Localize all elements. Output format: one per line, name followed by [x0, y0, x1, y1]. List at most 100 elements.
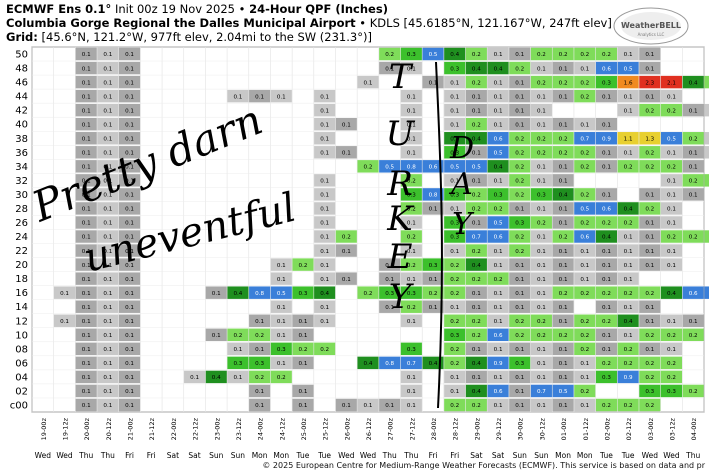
qpf-cell [314, 89, 336, 103]
qpf-cell [75, 160, 97, 173]
qpf-cell-label: 0.1 [125, 277, 134, 283]
qpf-cell-label: 0.2 [515, 193, 524, 199]
qpf-cell [270, 286, 292, 299]
qpf-cell [119, 89, 141, 103]
qpf-cell-label: 0.1 [624, 277, 633, 283]
qpf-cell-label: 0.1 [212, 291, 221, 297]
qpf-cell-label: 0.1 [212, 333, 221, 339]
qpf-cell-label: 0.1 [125, 150, 134, 156]
qpf-cell [487, 258, 509, 271]
qpf-cell-label: 0.4 [667, 291, 676, 297]
qpf-cell [444, 188, 466, 201]
qpf-cell [530, 230, 552, 243]
qpf-cell-label: 0.1 [103, 389, 112, 395]
qpf-cell [379, 61, 401, 75]
qpf-cell-label: 0.1 [125, 235, 134, 241]
qpf-cell [379, 272, 401, 285]
qpf-cell [53, 314, 76, 327]
qpf-cell [617, 272, 639, 285]
qpf-cell-label: 0.1 [342, 277, 351, 283]
qpf-cell [487, 286, 509, 299]
qpf-cell-label: 0.1 [580, 122, 589, 128]
qpf-cell-label: 0.2 [364, 165, 373, 171]
qpf-cell-label: 0.1 [602, 193, 611, 199]
qpf-cell [249, 314, 271, 327]
qpf-cell [660, 216, 683, 229]
qpf-cell [465, 188, 487, 201]
qpf-cell-label: 0.1 [515, 347, 524, 353]
qpf-cell [119, 272, 141, 285]
y-tick-label: 36 [15, 148, 28, 159]
qpf-cell-label: 0.1 [645, 52, 654, 58]
qpf-cell [509, 258, 531, 271]
qpf-cell [379, 356, 401, 370]
qpf-cell-label: 0.2 [407, 263, 416, 269]
qpf-cell [119, 146, 141, 159]
qpf-cell [530, 300, 552, 313]
qpf-cell-label: 0.2 [645, 375, 654, 381]
qpf-cell [487, 328, 509, 342]
qpf-cell [639, 244, 661, 257]
qpf-cell [682, 230, 704, 243]
qpf-cell-label: 0.1 [103, 333, 112, 339]
qpf-cell-label: 0.4 [624, 207, 633, 213]
qpf-cell-label: 0.6 [602, 207, 611, 213]
qpf-cell [487, 230, 509, 243]
qpf-cell [487, 300, 509, 313]
qpf-cell [119, 160, 141, 173]
qpf-cell [617, 356, 639, 370]
qpf-cell-label: 0.2 [624, 403, 633, 409]
qpf-cell [595, 47, 617, 61]
qpf-cell-label: 0.2 [472, 193, 481, 199]
qpf-cell [487, 370, 509, 384]
qpf-cell-label: 0.1 [602, 347, 611, 353]
x-tick-label: 23-12z [235, 417, 243, 440]
qpf-cell-label: 0.4 [689, 80, 698, 86]
qpf-cell-label: 0.1 [82, 291, 91, 297]
qpf-cell [574, 117, 596, 131]
qpf-cell-label: 0.1 [559, 221, 568, 227]
qpf-cell [75, 146, 97, 159]
qpf-cell-label: 0.1 [342, 150, 351, 156]
qpf-cell [552, 117, 574, 131]
qpf-cell [314, 258, 336, 271]
annotation-turkey-letter: T [389, 57, 414, 97]
qpf-cell-label: 0.1 [645, 249, 654, 255]
qpf-cell [487, 216, 509, 229]
qpf-cell [574, 89, 596, 103]
qpf-cell-label: 0.1 [515, 389, 524, 395]
qpf-cell-label: 0.1 [385, 305, 394, 311]
x-day-label: Sun [231, 451, 246, 460]
qpf-cell [75, 89, 97, 103]
qpf-cell [97, 132, 119, 145]
x-day-label: Sat [470, 451, 482, 460]
qpf-cell-label: 0.1 [407, 150, 416, 156]
qpf-cell [292, 258, 314, 271]
qpf-cell [75, 342, 97, 356]
qpf-cell [97, 342, 119, 356]
qpf-cell-label: 0.1 [385, 403, 394, 409]
chart-header-line1: ECMWF Ens 0.1° Init 00z 19 Nov 2025 • 24… [6, 2, 388, 16]
qpf-cell-label: 0.1 [60, 319, 69, 325]
qpf-cell-label: 0.1 [125, 319, 134, 325]
qpf-cell-label: 0.1 [472, 375, 481, 381]
qpf-cell-label: 0.2 [580, 319, 589, 325]
qpf-cell [249, 89, 271, 103]
qpf-cell [617, 286, 639, 299]
qpf-cell [227, 370, 249, 384]
qpf-cell-label: 0.4 [320, 291, 329, 297]
qpf-cell-label: 0.1 [60, 291, 69, 297]
qpf-cell [530, 61, 552, 75]
qpf-cell-label: 0.6 [494, 333, 503, 339]
product-name: 24-Hour QPF (Inches) [249, 2, 388, 16]
qpf-cell [75, 356, 97, 370]
qpf-cell-label: 0.2 [645, 333, 654, 339]
init-time: Init 00z 19 Nov 2025 [114, 2, 235, 16]
qpf-cell-label: 0.1 [103, 94, 112, 100]
qpf-cell [119, 328, 141, 342]
qpf-cell [639, 370, 661, 384]
qpf-cell [444, 89, 466, 103]
qpf-cell-label: 0.1 [320, 193, 329, 199]
qpf-cell [530, 328, 552, 342]
x-tick-label: 22-00z [170, 417, 178, 440]
